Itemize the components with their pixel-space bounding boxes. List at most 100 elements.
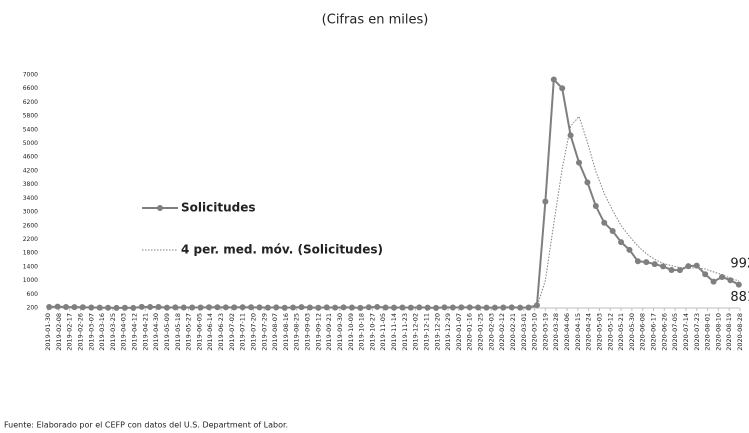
- y-tick-label: 1000: [23, 277, 38, 284]
- data-point: [79, 304, 86, 311]
- legend-label: 4 per. med. móv. (Solicitudes): [181, 243, 383, 257]
- data-point: [500, 304, 507, 311]
- y-tick-label: 3400: [23, 195, 38, 202]
- x-tick-label: 2019-04-12: [131, 313, 139, 351]
- x-tick-label: 2020-08-10: [714, 313, 722, 351]
- y-tick-label: 3800: [23, 181, 38, 188]
- data-point: [618, 239, 625, 246]
- x-tick-label: 2020-05-12: [606, 313, 614, 351]
- y-tick-label: 2200: [23, 236, 38, 243]
- x-tick-label: 2019-01-30: [44, 313, 52, 351]
- data-point: [693, 262, 700, 269]
- x-tick-label: 2020-05-21: [617, 313, 625, 351]
- x-tick-label: 2020-04-24: [585, 313, 593, 351]
- x-tick-label: 2020-08-28: [736, 313, 744, 351]
- x-tick-label: 2019-07-02: [228, 313, 236, 351]
- x-tick-label: 2019-04-21: [141, 313, 149, 351]
- data-point: [609, 228, 616, 235]
- data-point: [88, 304, 95, 311]
- x-tick-label: 2019-12-29: [444, 313, 452, 351]
- y-tick-label: 5000: [23, 140, 38, 147]
- data-point: [340, 304, 347, 311]
- x-tick-label: 2019-07-20: [249, 313, 257, 351]
- x-tick-label: 2019-11-23: [401, 313, 409, 351]
- x-tick-label: 2020-08-19: [725, 313, 733, 351]
- data-point: [542, 198, 549, 205]
- data-point: [584, 179, 591, 186]
- data-point: [517, 304, 524, 311]
- x-tick-label: 2019-02-17: [66, 313, 74, 351]
- y-tick-label: 600: [27, 291, 39, 298]
- data-point: [567, 132, 574, 139]
- y-tick-label: 2600: [23, 222, 38, 229]
- x-tick-label: 2019-04-30: [152, 313, 160, 351]
- x-tick-label: 2020-02-03: [487, 313, 495, 351]
- data-point: [54, 303, 61, 310]
- x-tick-label: 2020-03-10: [531, 313, 539, 351]
- data-point: [332, 304, 339, 311]
- data-point: [550, 76, 557, 83]
- x-tick-label: 2020-06-08: [639, 313, 647, 351]
- y-tick-label: 4600: [23, 154, 38, 161]
- data-point: [63, 304, 70, 311]
- y-tick-label: 1400: [23, 263, 38, 270]
- x-tick-label: 2019-12-11: [422, 313, 430, 351]
- x-tick-label: 2020-04-06: [563, 313, 571, 351]
- x-tick-label: 2020-02-12: [498, 313, 506, 351]
- source-note: Fuente: Elaborado por el CEFP con datos …: [4, 421, 288, 430]
- x-tick-label: 2019-08-07: [271, 313, 279, 351]
- x-tick-label: 2020-08-01: [704, 313, 712, 351]
- x-tick-label: 2020-01-25: [477, 313, 485, 351]
- x-tick-label: 2020-01-07: [455, 313, 463, 351]
- x-tick-label: 2020-06-26: [660, 313, 668, 351]
- annotation: 881: [730, 290, 749, 305]
- x-tick-label: 2019-07-29: [260, 313, 268, 351]
- data-point: [382, 304, 389, 311]
- x-tick-label: 2019-06-14: [206, 313, 214, 351]
- x-tick-label: 2019-10-27: [368, 313, 376, 351]
- y-tick-label: 1800: [23, 250, 38, 257]
- data-point: [576, 159, 583, 166]
- x-tick-label: 2019-08-25: [293, 313, 301, 351]
- x-tick-label: 2019-05-18: [174, 313, 182, 351]
- x-tick-label: 2019-11-05: [379, 313, 387, 351]
- data-point: [248, 304, 255, 311]
- x-tick-label: 2020-07-14: [682, 313, 690, 351]
- x-tick-label: 2019-08-16: [282, 313, 290, 351]
- x-tick-label: 2020-05-03: [595, 313, 603, 351]
- y-tick-label: 5400: [23, 126, 38, 133]
- data-point: [634, 258, 641, 265]
- x-tick-label: 2020-04-15: [574, 313, 582, 351]
- y-tick-label: 6600: [23, 85, 38, 92]
- data-point: [433, 304, 440, 311]
- data-point: [163, 304, 170, 311]
- y-tick-label: 7000: [23, 72, 38, 79]
- x-tick-label: 2020-03-19: [541, 313, 549, 351]
- x-tick-label: 2019-12-02: [412, 313, 420, 351]
- y-tick-label: 4200: [23, 167, 38, 174]
- x-tick-label: 2019-10-09: [347, 313, 355, 351]
- x-tick-label: 2019-12-20: [433, 313, 441, 351]
- x-tick-label: 2019-09-30: [336, 313, 344, 351]
- data-point: [592, 203, 599, 210]
- data-point: [735, 281, 742, 288]
- legend-label: Solicitudes: [181, 201, 256, 215]
- x-tick-label: 2019-09-21: [325, 313, 333, 351]
- data-point: [660, 263, 667, 270]
- data-point: [138, 303, 145, 310]
- x-tick-label: 2019-10-18: [358, 313, 366, 351]
- data-point: [205, 304, 212, 311]
- x-tick-label: 2020-01-16: [466, 313, 474, 351]
- x-tick-label: 2019-06-05: [195, 313, 203, 351]
- chart-title: (Cifras en miles): [322, 13, 429, 28]
- legend-marker: [157, 205, 163, 211]
- data-point: [643, 259, 650, 266]
- data-point: [475, 304, 482, 311]
- x-tick-label: 2019-03-07: [87, 313, 95, 351]
- x-tick-label: 2019-02-26: [76, 313, 84, 351]
- annotation: 992: [730, 257, 749, 272]
- x-tick-label: 2020-07-05: [671, 313, 679, 351]
- x-tick-label: 2020-07-23: [693, 313, 701, 351]
